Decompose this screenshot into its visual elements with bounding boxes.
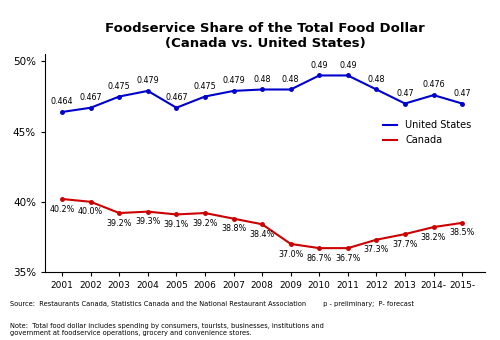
Text: 0.475: 0.475 (108, 82, 130, 91)
Text: Source:  Restaurants Canada, Statistics Canada and the National Restaurant Assoc: Source: Restaurants Canada, Statistics C… (10, 301, 414, 307)
Text: 0.48: 0.48 (282, 75, 300, 84)
Text: 37.7%: 37.7% (392, 240, 418, 249)
Line: Canada: Canada (60, 197, 464, 250)
Canada (174, 212, 180, 217)
Text: 0.47: 0.47 (396, 89, 414, 98)
Text: 36.7%: 36.7% (335, 254, 360, 263)
United States (230, 89, 236, 93)
Text: 39.2%: 39.2% (192, 219, 218, 228)
United States (145, 89, 151, 93)
Text: 40.0%: 40.0% (78, 207, 104, 217)
Canada (459, 221, 465, 225)
Canada (145, 209, 151, 214)
Canada (288, 242, 294, 246)
United States (202, 95, 208, 99)
Canada (116, 211, 122, 215)
Text: 0.479: 0.479 (222, 76, 245, 85)
Text: 0.48: 0.48 (254, 75, 271, 84)
Text: 39.2%: 39.2% (106, 219, 132, 228)
United States (116, 95, 122, 99)
United States (288, 87, 294, 91)
United States (374, 87, 380, 91)
Text: Note:  Total food dollar includes spending by consumers, tourists, businesses, i: Note: Total food dollar includes spendin… (10, 323, 324, 336)
Text: 86.7%: 86.7% (306, 254, 332, 263)
Canada (402, 232, 408, 236)
Text: 38.8%: 38.8% (221, 224, 246, 233)
Text: 0.49: 0.49 (310, 61, 328, 70)
Line: United States: United States (60, 74, 464, 114)
Text: 38.5%: 38.5% (450, 228, 475, 237)
Text: 37.3%: 37.3% (364, 245, 389, 254)
United States (259, 87, 265, 91)
Text: 37.0%: 37.0% (278, 250, 303, 258)
Text: 38.2%: 38.2% (421, 233, 446, 242)
Canada (430, 225, 436, 229)
United States (459, 102, 465, 106)
Text: 0.467: 0.467 (80, 93, 102, 102)
United States (59, 110, 65, 114)
United States (174, 106, 180, 110)
Text: 0.48: 0.48 (368, 75, 385, 84)
Canada (316, 246, 322, 250)
Title: Foodservice Share of the Total Food Dollar
(Canada vs. United States): Foodservice Share of the Total Food Doll… (105, 22, 425, 50)
United States (430, 93, 436, 97)
Text: 38.4%: 38.4% (250, 230, 275, 239)
Text: 0.475: 0.475 (194, 82, 216, 91)
United States (88, 106, 94, 110)
Canada (202, 211, 208, 215)
Canada (230, 217, 236, 221)
Canada (374, 238, 380, 242)
Legend: United States, Canada: United States, Canada (382, 120, 472, 145)
Text: 0.464: 0.464 (51, 97, 74, 106)
Canada (59, 197, 65, 201)
United States (316, 73, 322, 78)
Text: 0.476: 0.476 (422, 81, 445, 89)
Text: 40.2%: 40.2% (50, 205, 75, 214)
Text: 39.3%: 39.3% (135, 217, 160, 226)
Text: 0.49: 0.49 (339, 61, 356, 70)
Text: 0.467: 0.467 (165, 93, 188, 102)
Text: 0.479: 0.479 (136, 76, 159, 85)
Text: 0.47: 0.47 (454, 89, 471, 98)
United States (402, 102, 408, 106)
United States (345, 73, 351, 78)
Canada (345, 246, 351, 250)
Canada (259, 222, 265, 226)
Text: 39.1%: 39.1% (164, 220, 189, 229)
Canada (88, 200, 94, 204)
